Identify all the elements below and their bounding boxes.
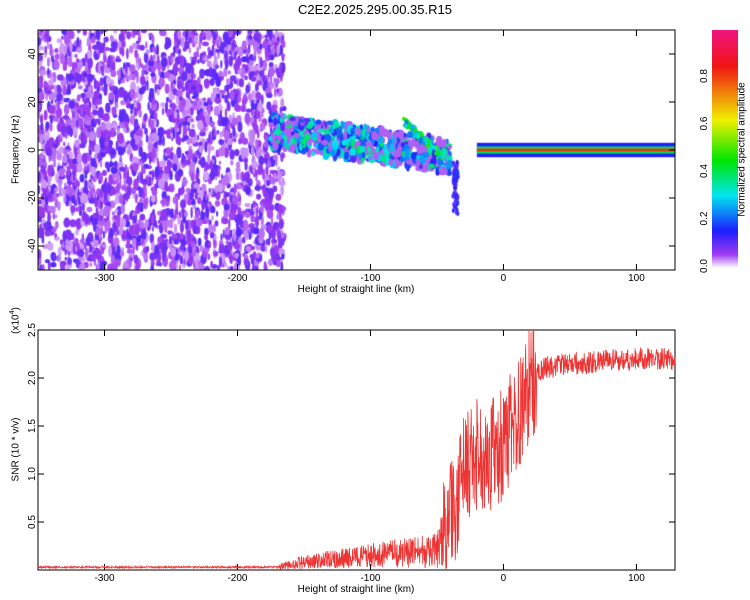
spec-ytick-label: 40 — [27, 48, 38, 60]
x-axis-label-top: Height of straight line (km) — [297, 284, 415, 295]
spec-xtick-label: -200 — [227, 273, 247, 284]
spec-ytick-label: 20 — [27, 96, 38, 108]
snr-xtick-label: -200 — [227, 573, 247, 584]
spec-xtick-label: 100 — [628, 273, 645, 284]
y-axis-label-bottom: SNR (10 * v/v) — [10, 417, 22, 482]
snr-xtick-label: 100 — [628, 573, 645, 584]
colorbar-tick-label: 0.0 — [699, 259, 710, 273]
spec-xtick-label: -300 — [94, 273, 114, 284]
colorbar — [712, 30, 738, 270]
spectrogram-heatmap — [38, 30, 675, 270]
x-axis-label-bottom: Height of straight line (km) — [297, 584, 415, 595]
snr-ytick-label: 2.0 — [27, 371, 38, 385]
chart-title: C2E2.2025.295.00.35.R15 — [298, 2, 452, 17]
colorbar-tick-label: 0.6 — [699, 116, 710, 130]
snr-ytick-label: 2.5 — [27, 323, 38, 337]
snr-xtick-label: -100 — [360, 573, 380, 584]
snr-ytick-label: 1.0 — [27, 467, 38, 481]
colorbar-tick-label: 0.8 — [699, 69, 710, 83]
snr-xtick-label: 0 — [501, 573, 507, 584]
colorbar-tick-label: 0.2 — [699, 211, 710, 225]
snr-frame — [37, 329, 676, 571]
colorbar-tick-label: 0.4 — [699, 164, 710, 178]
spec-xtick-label: -100 — [360, 273, 380, 284]
snr-series-line — [37, 329, 676, 571]
spec-ytick-label: -40 — [27, 238, 38, 253]
snr-ytick-label: 1.5 — [27, 419, 38, 433]
spec-ytick-label: 0 — [27, 147, 38, 153]
snr-ytick-label: 0.5 — [27, 515, 38, 529]
spectrogram-axes: -300 -200 -100 0 100-40-20020400.00.20.40.60… — [27, 29, 716, 284]
y-scale-label: (x104) — [9, 307, 22, 334]
spec-xtick-label: 0 — [501, 273, 507, 284]
spec-ytick-label: -20 — [27, 190, 38, 205]
snr-xtick-label: -300 — [94, 573, 114, 584]
